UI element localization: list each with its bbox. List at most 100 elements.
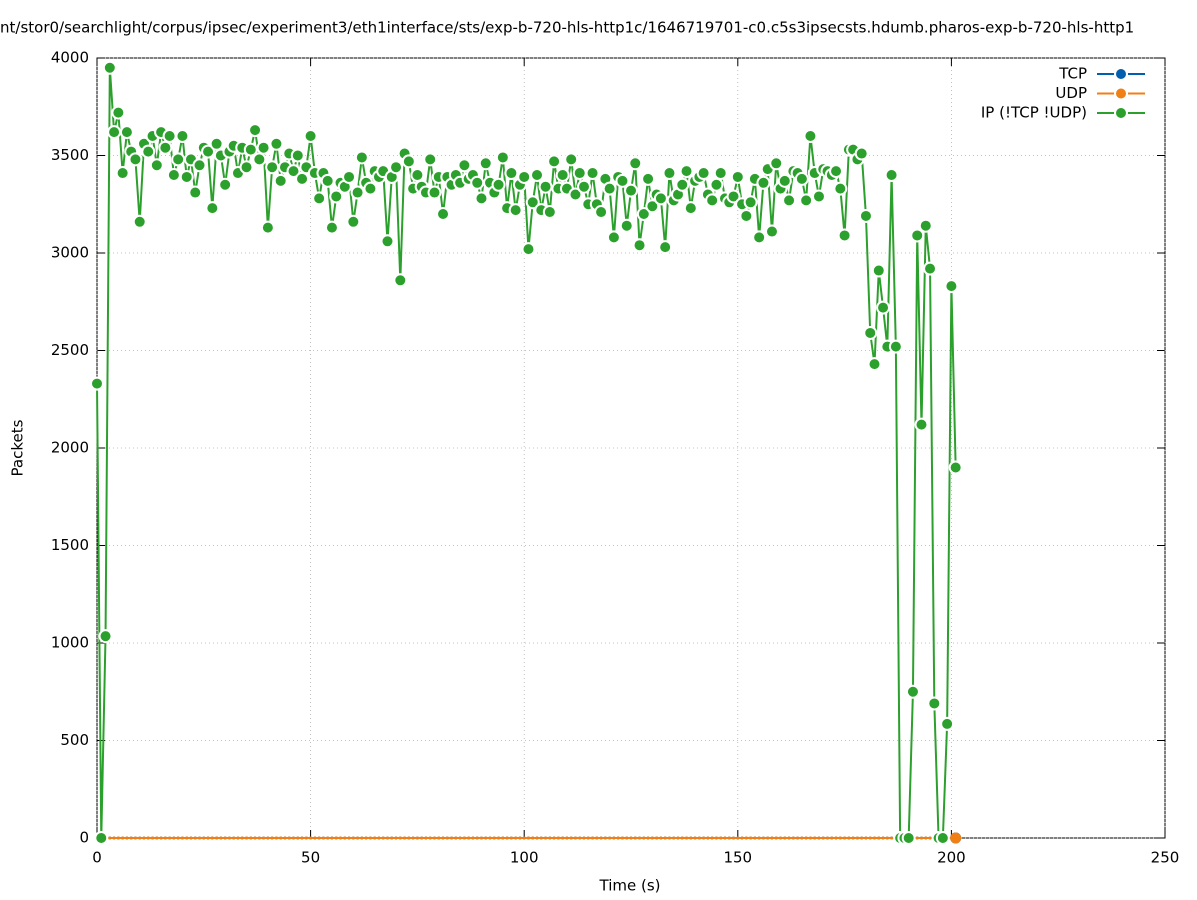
data-point [915, 836, 919, 840]
data-point [858, 208, 873, 223]
data-point [689, 836, 693, 840]
data-point [837, 228, 852, 243]
data-point [185, 836, 189, 840]
data-point [279, 836, 283, 840]
data-point [492, 836, 496, 840]
data-point [249, 836, 253, 840]
data-point [320, 173, 335, 188]
data-point [266, 836, 270, 840]
data-point [860, 836, 864, 840]
data-point [726, 189, 741, 204]
data-point [573, 836, 577, 840]
data-point [599, 836, 603, 840]
data-point [155, 836, 159, 840]
data-point [620, 836, 624, 840]
y-tick-label: 500 [60, 731, 89, 749]
data-point [653, 191, 668, 206]
data-point [441, 836, 445, 840]
data-point [753, 836, 757, 840]
data-point [373, 836, 377, 840]
data-point [615, 173, 630, 188]
data-point [544, 836, 548, 840]
y-tick-label: 4000 [51, 49, 89, 67]
data-point [568, 187, 583, 202]
legend-marker [1114, 106, 1128, 120]
data-point [650, 836, 654, 840]
y-tick-label: 1000 [51, 634, 89, 652]
data-point [119, 125, 134, 140]
data-point [346, 214, 361, 229]
data-point [868, 836, 872, 840]
data-point [248, 123, 263, 138]
data-point [256, 140, 271, 155]
data-point [538, 179, 553, 194]
data-point [783, 836, 787, 840]
data-point [484, 836, 488, 840]
data-point [505, 836, 509, 840]
data-point [924, 836, 928, 840]
data-point [612, 836, 616, 840]
y-tick-label: 3000 [51, 244, 89, 262]
data-point [777, 173, 792, 188]
data-point [606, 230, 621, 245]
data-point [552, 836, 556, 840]
data-point [638, 836, 642, 840]
data-point [189, 836, 193, 840]
data-point [115, 166, 130, 181]
data-point [368, 836, 372, 840]
data-point [146, 836, 150, 840]
data-point [595, 836, 599, 840]
data-point [393, 273, 408, 288]
data-point [766, 836, 770, 840]
data-point [539, 836, 543, 840]
data-point [102, 60, 117, 75]
data-point [672, 836, 676, 840]
data-point [94, 831, 109, 845]
data-point [330, 836, 334, 840]
data-point [501, 836, 505, 840]
data-point [296, 836, 300, 840]
data-point [257, 836, 261, 840]
data-point [343, 836, 347, 840]
data-point [215, 836, 219, 840]
data-point [864, 836, 868, 840]
data-point [645, 199, 660, 214]
data-point [633, 836, 637, 840]
data-point [594, 205, 609, 220]
y-tick-label: 2500 [51, 341, 89, 359]
data-point [219, 836, 223, 840]
data-point [121, 836, 125, 840]
data-point [329, 189, 344, 204]
data-point [317, 836, 321, 840]
data-point [625, 836, 629, 840]
data-point [919, 836, 923, 840]
data-point [286, 164, 301, 179]
data-point [339, 836, 343, 840]
data-point [591, 836, 595, 840]
data-point [779, 836, 783, 840]
data-point [847, 836, 851, 840]
data-point [646, 836, 650, 840]
data-point [547, 154, 562, 169]
data-point [855, 836, 859, 840]
data-point [667, 836, 671, 840]
data-point [107, 125, 122, 140]
data-point [495, 150, 510, 165]
data-point [838, 836, 842, 840]
data-point [782, 193, 797, 208]
data-point [488, 836, 492, 840]
data-point [360, 836, 364, 840]
data-point [884, 168, 899, 182]
data-point [180, 836, 184, 840]
data-point [743, 195, 758, 210]
data-point [918, 218, 933, 233]
data-point [454, 836, 458, 840]
data-point [821, 836, 825, 840]
data-point [138, 836, 142, 840]
data-point [791, 836, 795, 840]
data-point [232, 836, 236, 840]
data-point [843, 836, 847, 840]
data-point [531, 836, 535, 840]
data-point [739, 208, 754, 223]
